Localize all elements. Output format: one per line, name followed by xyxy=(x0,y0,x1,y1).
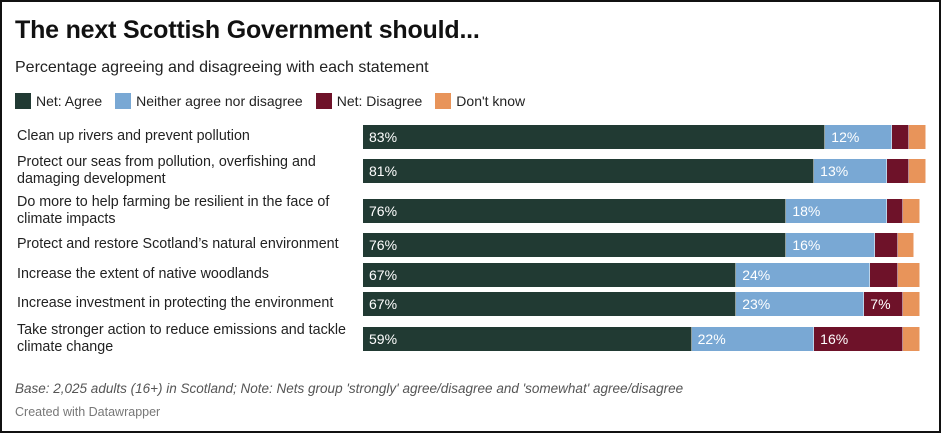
data-label: 76% xyxy=(369,203,398,219)
category-label: Clean up rivers and prevent pollution xyxy=(17,128,250,144)
bar-dont-know xyxy=(897,233,915,257)
bar-disagree xyxy=(886,199,904,223)
category-label: Do more to help farming be resilient in … xyxy=(17,194,330,227)
legend-label-disagree: Net: Disagree xyxy=(336,93,423,109)
bar-dont-know xyxy=(908,125,926,149)
chart-notes: Base: 2,025 adults (16+) in Scotland; No… xyxy=(15,381,684,396)
bar-disagree xyxy=(814,327,904,351)
bar-neither xyxy=(786,233,876,257)
chart-credit: Created with Datawrapper xyxy=(15,405,161,419)
legend-swatch-dont-know xyxy=(435,93,452,109)
legend-label-agree: Net: Agree xyxy=(36,93,103,109)
bar-neither xyxy=(736,292,865,316)
legend-label-neither: Neither agree nor disagree xyxy=(136,93,303,109)
legend-item-disagree: Net: Disagree xyxy=(315,93,423,109)
bar-neither xyxy=(786,199,887,223)
legend-label-dont-know: Don't know xyxy=(456,93,526,109)
bar-agree xyxy=(363,125,826,149)
bar-agree xyxy=(363,233,787,257)
bar-dont-know xyxy=(903,327,920,351)
legend-swatch-neither xyxy=(115,93,132,109)
bar-disagree xyxy=(869,263,898,287)
data-label: 16% xyxy=(792,237,821,253)
data-label: 18% xyxy=(792,203,821,219)
bar-disagree xyxy=(875,233,898,257)
category-label: Increase investment in protecting the en… xyxy=(17,295,334,311)
bar-neither xyxy=(691,327,815,351)
bar-disagree xyxy=(864,292,904,316)
data-label: 23% xyxy=(742,296,771,312)
data-label: 22% xyxy=(697,331,726,347)
data-label: 12% xyxy=(831,129,860,145)
bar-dont-know xyxy=(897,263,920,287)
bar-dont-know xyxy=(908,159,926,183)
bar-agree xyxy=(363,327,692,351)
data-label: 81% xyxy=(369,163,398,179)
data-label: 67% xyxy=(369,267,398,283)
bar-dont-know xyxy=(903,199,920,223)
data-label: 83% xyxy=(369,129,398,145)
bar-agree xyxy=(363,292,737,316)
category-label: Protect and restore Scotland’s natural e… xyxy=(17,236,339,252)
chart-subtitle: Percentage agreeing and disagreeing with… xyxy=(15,59,429,76)
legend-item-agree: Net: Agree xyxy=(15,93,102,109)
bar-neither xyxy=(825,125,893,149)
data-label: 24% xyxy=(742,267,771,283)
legend-swatch-agree xyxy=(15,93,31,109)
data-label: 7% xyxy=(870,296,891,312)
bar-disagree xyxy=(892,125,909,149)
data-label: 67% xyxy=(369,296,398,312)
legend: Net: Agree Neither agree nor disagree Ne… xyxy=(15,93,538,109)
legend-item-neither: Neither agree nor disagree xyxy=(115,93,303,109)
bar-disagree xyxy=(886,159,909,183)
bar-agree xyxy=(363,263,737,287)
bar-dont-know xyxy=(903,292,920,316)
bar-neither xyxy=(814,159,887,183)
legend-item-dont-know: Don't know xyxy=(435,93,525,109)
bar-neither xyxy=(736,263,870,287)
category-label: Take stronger action to reduce emissions… xyxy=(17,322,347,355)
data-label: 16% xyxy=(820,331,849,347)
chart-title: The next Scottish Government should... xyxy=(15,16,480,44)
bar-agree xyxy=(363,199,787,223)
bar-agree xyxy=(363,159,815,183)
data-label: 13% xyxy=(820,163,849,179)
data-label: 76% xyxy=(369,237,398,253)
data-label: 59% xyxy=(369,331,398,347)
category-label: Protect our seas from pollution, overfis… xyxy=(17,154,316,187)
legend-swatch-disagree xyxy=(315,93,332,109)
category-label: Increase the extent of native woodlands xyxy=(17,266,269,282)
